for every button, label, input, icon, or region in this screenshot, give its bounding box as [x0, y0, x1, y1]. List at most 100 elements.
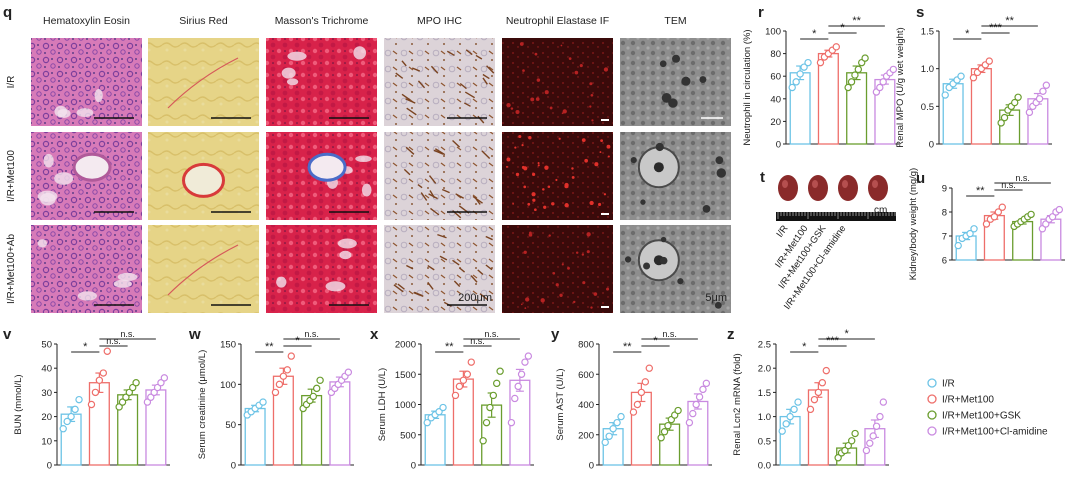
mpo-stain	[401, 93, 411, 101]
data-point	[970, 225, 978, 233]
chart-u: u 6 7 8 9 Kidney/body weight (mg/g) ** n.s.n.s.	[908, 168, 1065, 280]
tubule-lumen	[57, 108, 71, 118]
tubule-lumen	[286, 78, 299, 86]
kidney-highlight	[782, 180, 788, 188]
elastase-signal	[527, 202, 531, 206]
elastase-signal	[519, 42, 524, 46]
micrograph-tile	[384, 225, 495, 313]
elastase-signal	[544, 165, 549, 170]
data-point	[514, 382, 522, 391]
elastase-signal	[589, 200, 594, 206]
mpo-stain	[485, 235, 493, 241]
significance-label: n.s.	[662, 329, 677, 339]
mpo-stain	[393, 284, 404, 293]
data-point	[957, 72, 965, 80]
organelle	[655, 142, 664, 152]
elastase-signal	[523, 166, 528, 171]
data-point	[998, 203, 1006, 211]
y-axis-label: Neutrophil in circulation (%)	[742, 29, 753, 145]
tubule-lumen	[281, 67, 296, 79]
panel-letter-z: z	[727, 326, 735, 343]
data-point	[129, 383, 137, 392]
y-tick-label: 0.5	[758, 436, 771, 447]
data-point	[459, 376, 468, 384]
data-point	[876, 83, 884, 92]
significance-label: n.s.	[484, 329, 499, 339]
elastase-signal	[555, 178, 558, 182]
data-point	[99, 369, 108, 377]
data-point	[1042, 220, 1050, 228]
significance-label: n.s.	[1015, 173, 1030, 183]
significance-label: *	[295, 335, 300, 347]
data-point	[496, 367, 504, 375]
y-axis-label: Serum LDH (U/L)	[377, 368, 388, 441]
data-point	[866, 439, 874, 447]
kidney-photo: tcmI/RI/R+Met100I/R+Met100+GSKI/R+Met100…	[760, 169, 896, 312]
data-point	[122, 393, 130, 401]
y-tick-label: 0.5	[921, 102, 934, 113]
y-tick-label: 8	[942, 208, 947, 219]
bar	[817, 52, 839, 145]
legend-marker	[927, 426, 937, 436]
organelle	[630, 157, 637, 164]
organelle	[714, 301, 722, 309]
mpo-stain	[395, 72, 404, 79]
data-point	[1055, 205, 1064, 214]
collagen-strand	[167, 57, 239, 109]
data-point	[271, 388, 280, 397]
y-tick-label: 0	[411, 461, 416, 472]
elastase-signal	[589, 82, 593, 86]
elastase-signal	[544, 90, 549, 95]
data-point	[103, 347, 111, 355]
elastase-signal	[559, 293, 563, 297]
data-point	[283, 366, 292, 374]
elastase-signal	[558, 137, 561, 140]
mpo-stain	[406, 264, 414, 270]
elastase-signal	[598, 202, 602, 206]
data-point	[786, 412, 794, 421]
micrograph-grid: q Hematoxylin Eosin Sirius Red Masson's Tri…	[3, 4, 731, 313]
mpo-stain	[463, 102, 471, 107]
y-tick-label: 1500	[395, 370, 416, 381]
data-point	[641, 378, 650, 386]
kidney-label: I/R	[774, 223, 790, 239]
elastase-signal	[603, 193, 607, 196]
data-point	[800, 63, 808, 71]
organelle	[661, 93, 672, 103]
elastase-signal	[573, 300, 576, 304]
data-point	[493, 379, 501, 388]
mpo-stain	[417, 184, 423, 189]
mpo-stain	[452, 140, 461, 148]
mpo-stain	[486, 65, 495, 74]
data-point	[132, 379, 140, 387]
elastase-signal	[571, 167, 574, 170]
data-point	[782, 420, 790, 428]
data-point	[609, 425, 617, 433]
mpo-stain	[439, 255, 448, 261]
y-tick-label: 2.5	[758, 340, 771, 351]
elastase-signal	[510, 107, 514, 110]
data-point	[879, 78, 887, 86]
data-point	[685, 418, 694, 427]
panel-letter-w: w	[188, 326, 201, 343]
data-point	[816, 58, 825, 67]
elastase-signal	[574, 70, 579, 75]
data-point	[637, 388, 646, 397]
micrograph-tile	[502, 132, 613, 220]
mpo-stain	[417, 80, 426, 89]
mpo-stain	[430, 65, 439, 74]
data-point	[848, 437, 856, 445]
data-point	[479, 437, 487, 445]
row-label: I/R+Met100	[6, 150, 17, 202]
significance-label: **	[1005, 15, 1014, 27]
data-point	[275, 380, 284, 389]
y-tick-label: 2000	[395, 340, 416, 351]
elastase-signal	[537, 162, 540, 165]
organelle	[715, 156, 724, 165]
data-point	[969, 74, 978, 82]
column-header: Sirius Red	[179, 15, 228, 27]
tubule-lumen	[325, 281, 346, 292]
data-point	[613, 418, 621, 427]
y-axis-label: Kidney/body weight (mg/g)	[908, 168, 919, 280]
